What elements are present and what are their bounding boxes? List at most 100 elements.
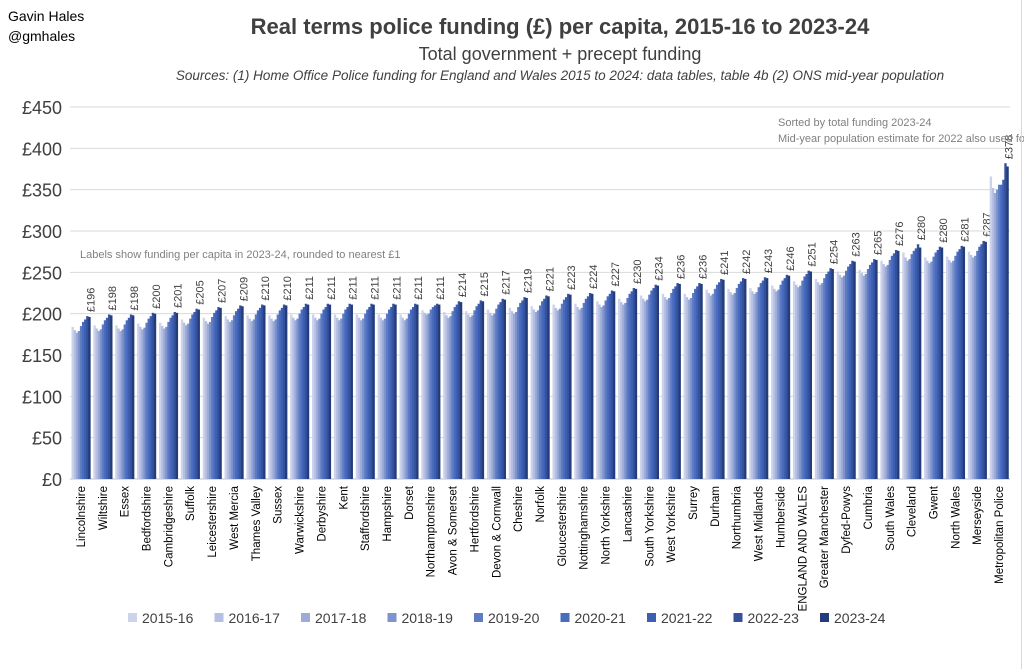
- bar-2018-19: [689, 297, 693, 479]
- bar-2016-17: [663, 297, 667, 479]
- bar-2017-18: [97, 331, 100, 479]
- category-label: Lancashire: [622, 486, 634, 542]
- bar-2023-24: [547, 296, 550, 479]
- category-label: West Midlands: [754, 486, 766, 561]
- bar-2017-18: [316, 320, 319, 479]
- bar-2023-24: [787, 275, 791, 479]
- bar-2018-19: [187, 323, 190, 479]
- bar-2017-18: [818, 284, 822, 479]
- legend-entry: 2019-20: [488, 610, 540, 626]
- bar-2016-17: [598, 304, 601, 479]
- bar-2019-20: [998, 184, 1001, 479]
- bar-2015-16: [749, 288, 752, 479]
- bar-2020-21: [475, 306, 478, 479]
- bar-2015-16: [158, 322, 162, 479]
- data-label: £241: [719, 250, 731, 274]
- bar-2021-22: [411, 307, 415, 479]
- chart-note: Sorted by total funding 2023-24: [778, 117, 932, 129]
- data-label: £243: [763, 249, 775, 273]
- data-label: £246: [785, 246, 797, 270]
- bar-2016-17: [357, 317, 361, 479]
- bar-2020-21: [628, 293, 631, 479]
- category-label: North Wales: [950, 486, 962, 549]
- bar-2016-17: [95, 328, 98, 479]
- bar-2015-16: [618, 298, 621, 479]
- bar-2018-19: [733, 293, 736, 479]
- bar-2019-20: [845, 270, 848, 479]
- bar-2019-20: [211, 316, 214, 479]
- bar-2021-22: [105, 317, 109, 479]
- bar-2018-19: [274, 319, 277, 479]
- bar-2022-23: [894, 250, 898, 479]
- bar-2020-21: [694, 288, 697, 479]
- category-label: Durham: [710, 486, 722, 527]
- bar-2017-18: [469, 316, 472, 479]
- bar-2016-17: [991, 188, 995, 479]
- category-label: Avon & Somerset: [448, 485, 460, 575]
- bar-2017-18: [403, 320, 407, 479]
- category-label: Sussex: [273, 486, 285, 524]
- bar-2016-17: [445, 315, 448, 479]
- bar-2017-18: [775, 291, 778, 479]
- bar-2015-16: [989, 176, 993, 479]
- bar-2018-19: [77, 331, 81, 479]
- bar-2021-22: [958, 249, 961, 479]
- bar-2015-16: [268, 315, 271, 479]
- bar-2020-21: [431, 307, 435, 479]
- bar-2022-23: [151, 312, 155, 479]
- bar-2022-23: [304, 303, 308, 479]
- bar-2023-24: [612, 291, 616, 479]
- category-label: Essex: [120, 486, 132, 518]
- bar-2021-22: [346, 307, 349, 479]
- bar-2020-21: [781, 280, 784, 479]
- bar-2017-18: [687, 299, 691, 479]
- legend-entry: 2015-16: [142, 610, 194, 626]
- bar-2016-17: [926, 260, 929, 479]
- bar-2018-19: [361, 318, 365, 479]
- bar-2021-22: [171, 315, 174, 479]
- category-label: Wiltshire: [98, 486, 110, 530]
- bar-2017-18: [75, 332, 79, 479]
- legend-swatch: [128, 613, 137, 622]
- category-label: Staffordshire: [360, 486, 372, 551]
- bar-2019-20: [604, 300, 607, 479]
- bar-2016-17: [139, 326, 142, 479]
- bar-2017-18: [578, 309, 581, 479]
- bar-2023-24: [1006, 166, 1009, 479]
- category-label: Hampshire: [382, 486, 394, 542]
- bar-2018-19: [602, 305, 605, 479]
- bar-2016-17: [816, 282, 820, 479]
- bar-2016-17: [904, 257, 907, 479]
- bar-2017-18: [294, 320, 297, 479]
- bar-2019-20: [495, 308, 498, 479]
- bar-2016-17: [554, 307, 557, 479]
- bar-2023-24: [897, 250, 900, 479]
- data-label: £198: [107, 286, 119, 310]
- bar-2016-17: [335, 317, 339, 479]
- legend-entry: 2018-19: [402, 610, 454, 626]
- bar-2023-24: [656, 285, 660, 479]
- bar-2019-20: [560, 303, 564, 479]
- bar-2019-20: [779, 284, 782, 479]
- bar-2019-20: [473, 310, 476, 479]
- bar-2021-22: [84, 319, 87, 479]
- bar-2019-20: [648, 294, 651, 479]
- category-label: South Yorkshire: [644, 486, 656, 567]
- data-label: £242: [741, 250, 753, 274]
- bar-2016-17: [576, 307, 579, 479]
- legend-swatch: [301, 613, 310, 622]
- bar-2018-19: [755, 292, 758, 479]
- bar-2021-22: [564, 297, 568, 479]
- bar-2020-21: [912, 250, 916, 479]
- bar-2020-21: [256, 310, 260, 479]
- bar-2016-17: [773, 288, 776, 479]
- bar-2016-17: [423, 312, 426, 479]
- data-label: £205: [195, 280, 207, 304]
- bar-2017-18: [928, 263, 931, 479]
- y-tick-label: £250: [22, 263, 62, 283]
- bar-2017-18: [753, 293, 756, 479]
- bar-2017-18: [600, 307, 603, 479]
- bar-2016-17: [204, 321, 208, 479]
- bar-2019-20: [276, 314, 280, 479]
- bar-2018-19: [143, 327, 146, 479]
